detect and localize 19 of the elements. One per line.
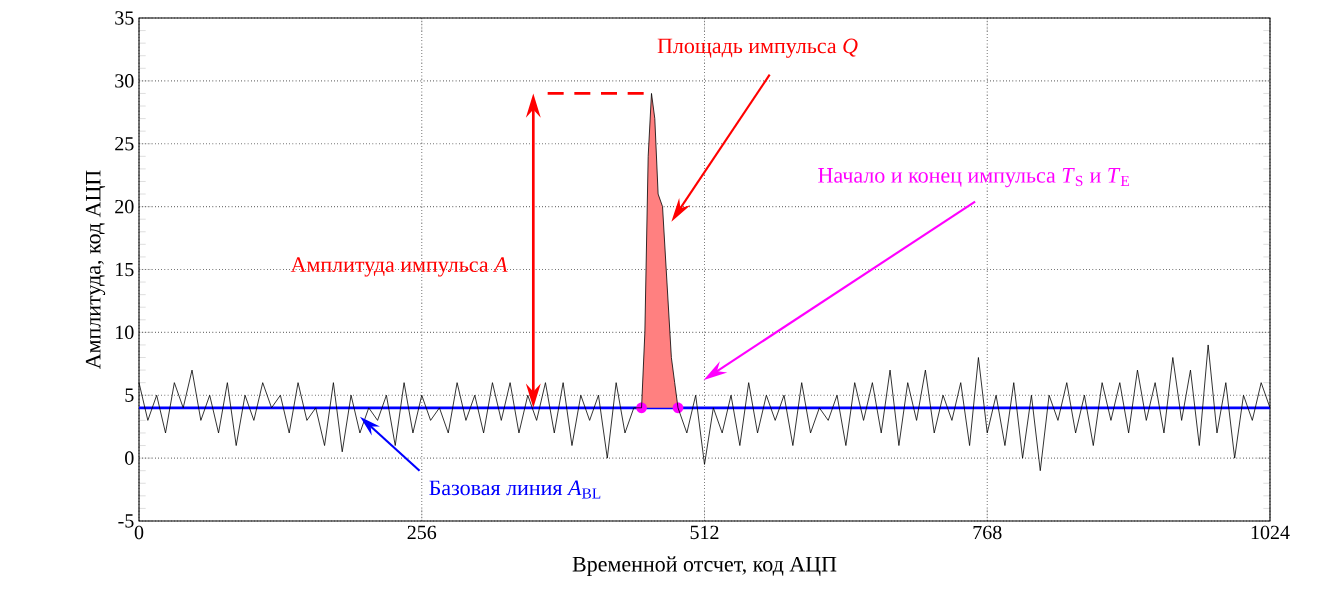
x-tick-label: 256 [407,525,437,540]
ref-line-label: Базовая линия A$_{BL}$ [429,480,601,499]
y-tick-label: 15 [116,262,134,277]
y-tick-label: 30 [115,74,134,88]
annotation: Начало и конец импульса T$_{S}$ и T$_{E}$ [818,168,1129,188]
y-tick-label: 10 [116,325,134,340]
y-tick-label: -5 [118,514,134,528]
x-tick-label: 512 [690,525,719,540]
y-tick-label: 5 [125,388,134,402]
x-tick-label: 768 [973,525,1002,540]
y-axis-title: Амплитуда, код АЦП [85,170,106,370]
y-tick-label: 0 [125,451,134,465]
annotation: Амплитуда импульса A [290,257,508,277]
y-tick-label: 20 [115,199,134,214]
y-tick-label: 25 [115,137,134,151]
y-tick-label: 35 [115,11,134,25]
annotation: Площадь импульса Q [657,38,858,58]
x-axis-title: Временной отсчет, код АЦП [572,556,837,577]
x-tick-label: 1024 [1251,525,1290,540]
